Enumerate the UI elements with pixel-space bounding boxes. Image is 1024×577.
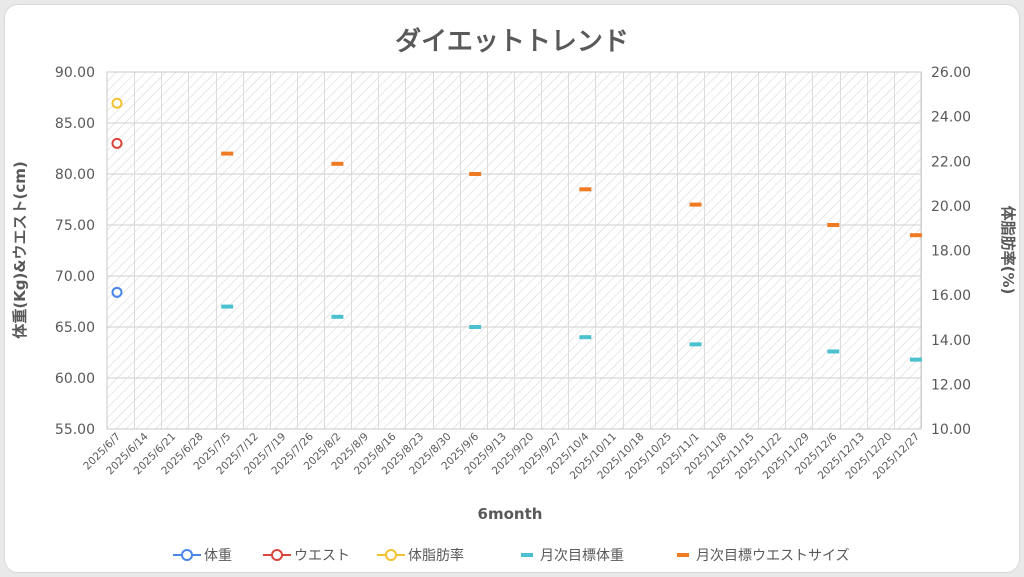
legend-label-3: 月次目標体重 xyxy=(540,548,624,564)
data-point-series-4 xyxy=(469,172,482,176)
chart-card: ダイエットトレンド 55.00 60.00 65.00 70.00 75.00 80.00… xyxy=(4,4,1020,573)
legend-marker-circle-0 xyxy=(181,549,193,561)
data-point-series-2 xyxy=(111,97,123,109)
data-point-series-1 xyxy=(111,137,123,149)
y-axis-left-label: 体重(Kg)&ウエスト(cm) xyxy=(11,161,29,338)
legend-marker-3 xyxy=(521,553,533,557)
data-point-series-4 xyxy=(689,202,702,207)
data-point-series-3 xyxy=(579,335,592,340)
x-axis: 2025/6/72025/6/142025/6/212025/6/282025/… xyxy=(81,430,922,482)
data-marks xyxy=(111,97,922,362)
x-axis-label: 6month xyxy=(478,505,543,523)
y-left-tick-label: 75.00 xyxy=(55,218,95,234)
chart-title: ダイエットトレンド xyxy=(395,26,629,57)
y-left-tick-label: 65.00 xyxy=(55,320,95,336)
y-right-tick-label: 12.00 xyxy=(931,377,971,393)
legend-marker-circle-2 xyxy=(385,549,397,561)
y-right-tick-label: 14.00 xyxy=(931,333,971,349)
diet-trend-chart: ダイエットトレンド 55.00 60.00 65.00 70.00 75.00 80.00… xyxy=(11,26,1017,564)
legend-label-4: 月次目標ウエストサイズ xyxy=(696,548,850,564)
legend-marker-4 xyxy=(677,553,689,557)
grid xyxy=(106,71,922,430)
y-axis-right: 10.00 12.00 14.00 16.00 18.00 20.00 22.00 24.00… xyxy=(931,65,971,438)
y-right-tick-label: 18.00 xyxy=(931,244,971,260)
legend-label-1: ウエスト xyxy=(294,548,350,564)
y-right-tick-label: 26.00 xyxy=(931,65,971,81)
y-left-tick-label: 70.00 xyxy=(55,269,95,285)
data-point-series-3 xyxy=(221,304,234,309)
data-point-series-3 xyxy=(827,349,840,354)
y-right-tick-label: 20.00 xyxy=(931,199,971,215)
plot-border xyxy=(106,71,922,430)
y-right-tick-label: 10.00 xyxy=(931,422,971,438)
legend-label-0: 体重 xyxy=(204,548,232,564)
data-point-series-3 xyxy=(331,314,344,319)
y-left-tick-label: 60.00 xyxy=(55,371,95,387)
y-axis-right-label: 体脂肪率(%) xyxy=(999,206,1017,295)
data-point-series-3 xyxy=(909,357,922,362)
y-axis-left: 55.00 60.00 65.00 70.00 75.00 80.00 85.00 90.00 xyxy=(55,65,95,438)
data-point-series-0 xyxy=(111,286,123,298)
y-left-tick-label: 90.00 xyxy=(55,65,95,81)
data-point-series-4 xyxy=(221,151,234,156)
y-left-tick-label: 80.00 xyxy=(55,167,95,183)
legend-marker-circle-1 xyxy=(271,549,283,561)
data-point-series-3 xyxy=(689,342,702,347)
data-point-series-4 xyxy=(579,187,592,192)
y-right-tick-label: 24.00 xyxy=(931,110,971,126)
legend-label-2: 体脂肪率 xyxy=(408,547,464,564)
data-point-series-4 xyxy=(331,161,344,166)
legend: 体重 ウエスト 体脂肪率 月次目標体重 月次目標ウエストサイズ xyxy=(173,547,850,564)
y-left-tick-label: 55.00 xyxy=(55,422,95,438)
data-point-series-3 xyxy=(469,325,482,329)
y-left-tick-label: 85.00 xyxy=(55,116,95,132)
data-point-series-4 xyxy=(909,233,922,238)
data-point-series-4 xyxy=(827,223,840,227)
y-right-tick-label: 22.00 xyxy=(931,154,971,170)
y-right-tick-label: 16.00 xyxy=(931,288,971,304)
